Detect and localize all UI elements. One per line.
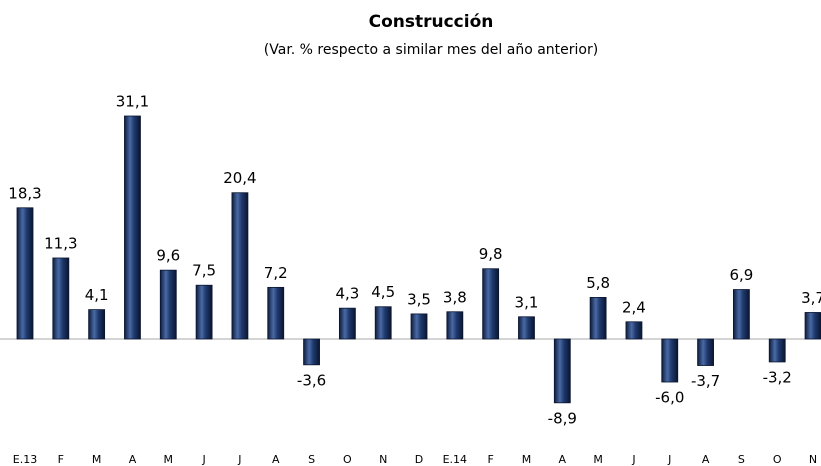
data-label: 3,1 <box>515 293 539 311</box>
bar <box>661 338 679 383</box>
data-label: -3,2 <box>763 368 792 386</box>
x-tick-label: S <box>738 453 745 466</box>
data-label: -3,7 <box>691 372 720 390</box>
bar <box>733 289 750 340</box>
x-tick-label: A <box>702 453 710 466</box>
bar <box>804 312 821 340</box>
data-label: 3,5 <box>407 290 431 308</box>
x-tick-label: F <box>487 453 493 466</box>
data-label: 4,3 <box>335 285 359 303</box>
data-label: 3,8 <box>443 288 467 306</box>
bar <box>88 309 106 340</box>
data-label: -3,6 <box>297 371 326 389</box>
bar <box>195 284 213 340</box>
x-tick-label: A <box>272 453 280 466</box>
chart-title: Construcción <box>369 12 494 32</box>
x-tick-label: M <box>593 453 603 466</box>
x-tick-label: M <box>92 453 102 466</box>
x-tick-label: A <box>129 453 137 466</box>
data-label: 3,7 <box>801 289 821 307</box>
data-label: 4,1 <box>85 286 109 304</box>
x-tick-label: J <box>631 453 635 466</box>
x-tick-label: S <box>308 453 315 466</box>
bar <box>159 269 177 340</box>
data-label: -8,9 <box>548 409 577 427</box>
data-label: 18,3 <box>8 184 41 202</box>
bar <box>625 321 643 340</box>
bar <box>446 311 464 340</box>
x-tick-label: J <box>237 453 241 466</box>
x-tick-label: J <box>201 453 205 466</box>
x-tick-label: E.13 <box>13 453 37 466</box>
x-tick-label: N <box>809 453 817 466</box>
bar <box>267 286 285 340</box>
data-label: 2,4 <box>622 298 646 316</box>
x-tick-label: A <box>559 453 567 466</box>
bar <box>410 313 428 340</box>
bar <box>697 338 714 366</box>
bar <box>518 316 535 340</box>
data-label: 9,8 <box>479 245 503 263</box>
data-label: 4,5 <box>371 283 395 301</box>
bar <box>52 257 70 340</box>
data-label: 9,6 <box>156 247 180 265</box>
data-label: 11,3 <box>44 234 77 252</box>
x-tick-label: M <box>164 453 174 466</box>
bar <box>768 338 786 363</box>
x-tick-label: E.14 <box>443 453 467 466</box>
bar <box>303 338 320 366</box>
data-label: 5,8 <box>586 274 610 292</box>
bar <box>553 338 571 404</box>
data-label: -6,0 <box>655 389 684 407</box>
data-label: 6,9 <box>729 266 753 284</box>
data-label: 7,2 <box>264 264 288 282</box>
x-tick-label: D <box>415 453 423 466</box>
bar <box>231 192 249 340</box>
x-tick-label: F <box>58 453 64 466</box>
bar <box>589 297 607 340</box>
bar <box>16 207 34 340</box>
data-label: 20,4 <box>223 169 256 187</box>
chart-subtitle: (Var. % respecto a similar mes del año a… <box>264 42 598 58</box>
x-tick-label: O <box>773 453 782 466</box>
data-label: 31,1 <box>116 93 149 111</box>
x-tick-label: J <box>667 453 671 466</box>
bar <box>338 307 356 340</box>
bar <box>124 115 141 340</box>
bar <box>374 306 392 340</box>
x-tick-label: N <box>379 453 387 466</box>
data-label: 7,5 <box>192 262 216 280</box>
x-tick-label: O <box>343 453 352 466</box>
x-tick-label: M <box>522 453 532 466</box>
bar <box>482 268 500 340</box>
